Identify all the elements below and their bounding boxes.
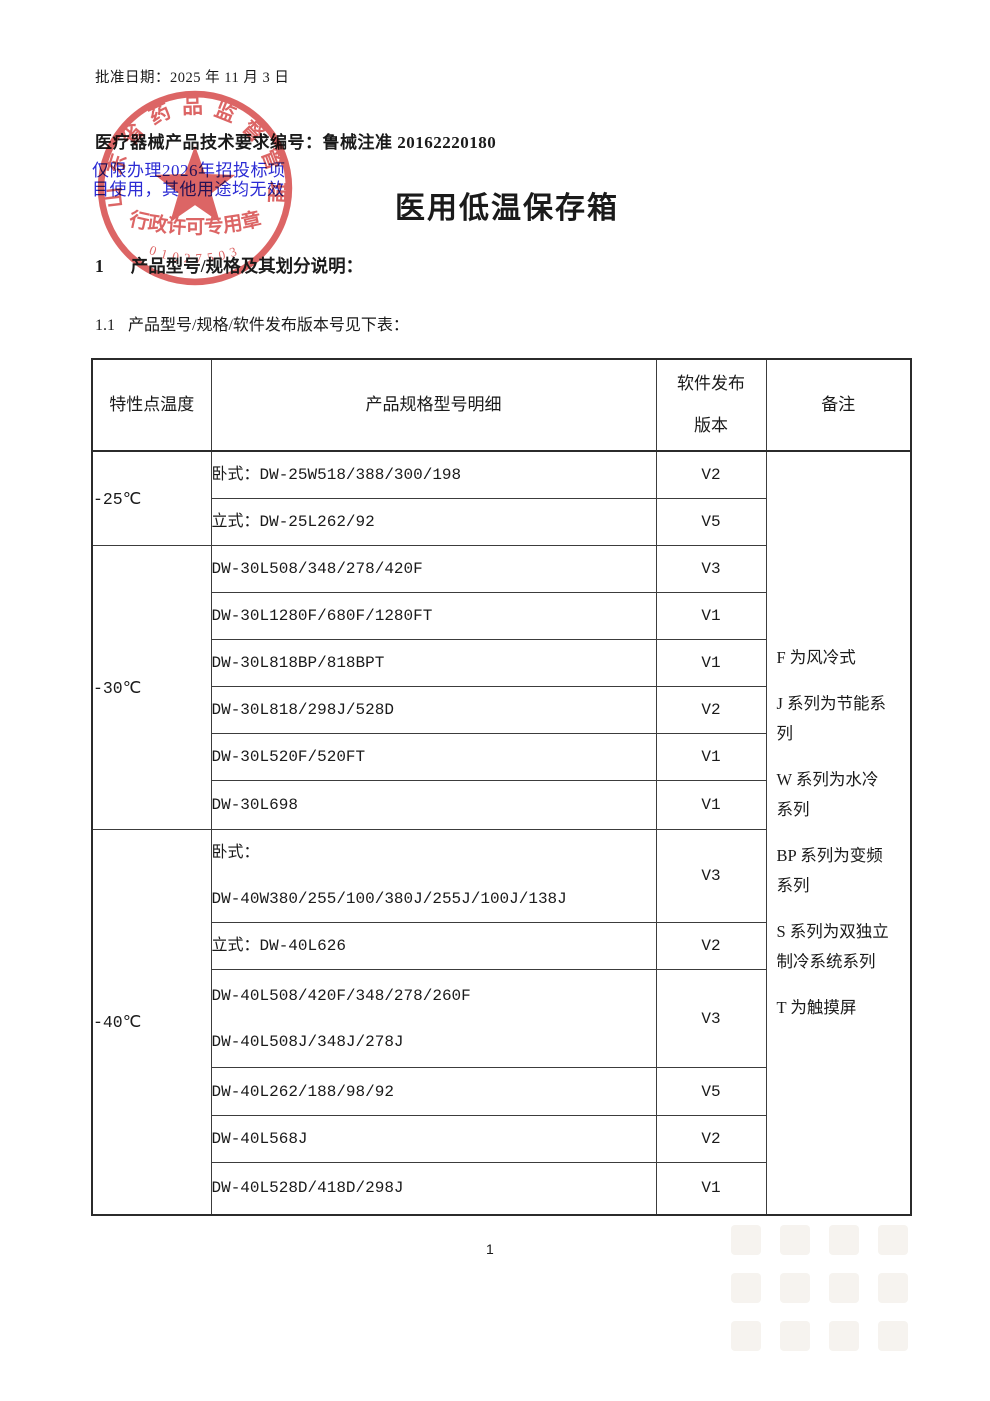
doc-number-line: 医疗器械产品技术要求编号：鲁械注准 20162220180 [95,133,497,152]
version-cell: V3 [655,969,767,1068]
model-cell: DW-30L818/298J/528D [210,686,657,734]
version-cell: V3 [655,545,767,593]
remark-item: F 为风冷式 [776,647,856,667]
model-cell: 立式：DW-25L262/92 [210,498,657,546]
table-row: DW-30L1280F/680F/1280FT V1 [92,592,911,640]
model-cell: DW-30L698 [210,780,657,830]
section-1-number: 1 [95,256,104,276]
section-1-1-heading: 1.1 产品型号/规格/软件发布版本号见下表： [95,311,409,335]
version-cell: V5 [655,1067,767,1116]
remark-item: J 系列为节能系列 [776,693,887,743]
temp-group-minus30: -30℃ [91,545,212,830]
section-1-title: 产品型号/规格及其划分说明： [130,256,364,276]
page-number: 1 [486,1241,494,1257]
watermark-square [878,1225,908,1255]
watermark-square [731,1321,761,1351]
version-cell: V2 [655,922,767,970]
table-row: DW-40L508/420F/348/278/260F DW-40L508J/3… [92,969,911,1068]
remark-block: F 为风冷式 J 系列为节能系列 W 系列为水冷系列 BP 系列为变频系列 S … [777,643,891,1023]
watermark-square [829,1225,859,1255]
version-cell: V1 [655,639,767,687]
table-row: DW-30L818/298J/528D V2 [92,686,911,734]
watermark-square [780,1321,810,1351]
model-cell: 卧式： DW-40W380/255/100/380J/255J/100J/138… [210,829,657,923]
watermark-square [731,1225,761,1255]
remark-item: S 系列为双独立制冷系统系列 [776,921,889,971]
version-cell: V1 [655,733,767,781]
model-cell: DW-40L568J [210,1115,657,1163]
approval-date: 批准日期：2025 年 11 月 3 日 [95,70,290,86]
watermark-square [780,1273,810,1303]
table-row: DW-40L262/188/98/92 V5 [92,1067,911,1116]
restriction-note-line1: 仅限办理2026年招投标项 [92,161,286,180]
temp-group-minus25: -25℃ [91,450,212,546]
spec-table: 特性点温度 产品规格型号明细 软件发布 版本 备注 -25℃ 卧式：DW-25W… [91,358,912,1216]
version-cell: V2 [655,1115,767,1163]
section-1-heading: 1 产品型号/规格及其划分说明： [95,253,363,278]
watermark-square [731,1273,761,1303]
header-software-version: 软件发布 版本 [655,358,767,452]
model-cell: DW-30L520F/520FT [210,733,657,781]
version-cell: V1 [655,592,767,640]
model-cell: 卧式：DW-25W518/388/300/198 [210,450,657,499]
watermark-square [829,1273,859,1303]
remark-item: W 系列为水冷系列 [776,769,879,819]
version-cell: V2 [655,686,767,734]
table-row: DW-30L818BP/818BPT V1 [92,639,911,687]
page-title: 医用低温保存箱 [395,192,619,225]
model-cell: DW-40L508/420F/348/278/260F DW-40L508J/3… [210,969,657,1068]
header-remark: 备注 [765,358,912,452]
version-cell: V1 [655,780,767,830]
remark-cell: F 为风冷式 J 系列为节能系列 W 系列为水冷系列 BP 系列为变频系列 S … [765,450,912,1215]
model-cell: DW-30L508/348/278/420F [210,545,657,593]
temp-group-minus40: -40℃ [91,829,212,1215]
version-cell: V1 [655,1162,767,1215]
version-cell: V2 [655,450,767,499]
table-row: -25℃ 卧式：DW-25W518/388/300/198 V2 F 为风冷式 … [91,450,912,1215]
watermark-square [878,1273,908,1303]
table-header-row: 特性点温度 产品规格型号明细 软件发布 版本 备注 [91,358,912,452]
section-1-1-number: 1.1 [95,317,115,334]
version-cell: V3 [655,829,767,923]
table-row: DW-40L528D/418D/298J V1 [92,1162,911,1215]
remark-item: BP 系列为变频系列 [776,845,883,895]
table-row: DW-30L698 V1 [92,780,911,830]
watermark-artifacts [731,1225,908,1351]
section-1-1-title: 产品型号/规格/软件发布版本号见下表： [128,317,409,334]
table-row: DW-30L520F/520FT V1 [92,733,911,781]
watermark-square [829,1321,859,1351]
model-cell: DW-40L262/188/98/92 [210,1067,657,1116]
header-model-detail: 产品规格型号明细 [210,358,657,452]
model-cell: DW-30L1280F/680F/1280FT [210,592,657,640]
watermark-square [780,1225,810,1255]
remark-item: T 为触摸屏 [776,997,857,1017]
header-temperature: 特性点温度 [91,358,212,452]
table-row: -30℃ DW-30L508/348/278/420F V3 [91,545,911,830]
watermark-square [878,1321,908,1351]
model-cell: DW-40L528D/418D/298J [210,1162,657,1215]
model-cell: DW-30L818BP/818BPT [210,639,657,687]
table-row: DW-40L568J V2 [92,1115,911,1163]
version-cell: V5 [655,498,767,546]
model-cell: 立式：DW-40L626 [210,922,657,970]
